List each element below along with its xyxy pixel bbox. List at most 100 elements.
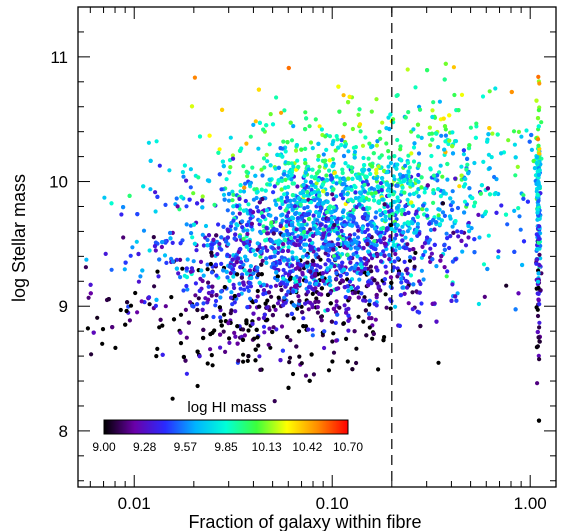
data-point <box>420 207 425 212</box>
data-point <box>436 145 441 150</box>
data-point <box>170 240 175 245</box>
data-point <box>369 281 374 286</box>
data-point <box>175 204 180 209</box>
data-point <box>322 329 327 334</box>
data-point <box>339 263 344 269</box>
data-point <box>306 167 311 172</box>
data-point <box>405 229 410 234</box>
data-point <box>341 236 346 242</box>
data-point <box>309 246 314 251</box>
data-point <box>231 282 236 287</box>
data-point <box>343 161 348 166</box>
data-point <box>352 329 357 334</box>
data-point <box>334 194 339 199</box>
data-point <box>297 354 302 359</box>
data-point <box>323 262 328 267</box>
data-point <box>241 327 246 332</box>
data-point <box>194 248 199 253</box>
data-point <box>160 352 165 357</box>
data-point <box>367 298 372 303</box>
data-point <box>148 158 153 163</box>
data-point <box>333 320 338 325</box>
data-point <box>307 216 312 222</box>
data-point <box>321 227 326 232</box>
data-point <box>146 140 151 145</box>
data-point <box>140 268 145 273</box>
data-point <box>215 252 220 257</box>
data-point <box>536 353 541 358</box>
data-point <box>119 212 124 217</box>
data-point <box>361 155 366 161</box>
data-point <box>431 217 436 223</box>
data-point <box>282 172 287 177</box>
colorbar-label: 9.85 <box>214 440 238 454</box>
data-point <box>377 238 382 243</box>
data-point <box>468 125 473 130</box>
data-point <box>299 361 304 366</box>
data-point <box>83 265 88 270</box>
data-point <box>185 287 190 292</box>
data-point <box>305 205 310 210</box>
data-point <box>226 321 231 326</box>
data-point <box>353 190 358 195</box>
data-point <box>168 236 173 241</box>
data-point <box>133 290 138 296</box>
data-point <box>311 220 316 225</box>
data-point <box>364 261 369 266</box>
data-point <box>425 183 430 188</box>
data-point <box>130 245 135 250</box>
data-point <box>518 227 523 232</box>
data-point <box>303 127 308 132</box>
data-point <box>382 277 387 282</box>
data-point <box>373 317 378 322</box>
data-point <box>412 264 417 269</box>
data-point <box>340 182 345 187</box>
data-point <box>392 154 397 159</box>
data-point <box>340 279 345 284</box>
data-point <box>288 269 293 274</box>
data-point <box>244 141 249 146</box>
data-point <box>221 224 226 229</box>
data-point <box>398 172 403 177</box>
x-tick-label: 0.01 <box>118 494 151 513</box>
data-point <box>316 157 321 162</box>
data-point <box>394 166 399 171</box>
data-point <box>521 193 526 198</box>
data-point <box>408 178 413 183</box>
plot-frame <box>77 6 557 488</box>
data-point <box>320 216 326 222</box>
data-point <box>536 237 542 242</box>
data-point <box>338 192 344 197</box>
data-point <box>450 224 455 229</box>
data-point <box>163 304 168 309</box>
data-point <box>95 315 100 320</box>
data-point <box>366 249 371 254</box>
data-point <box>408 273 414 278</box>
data-point <box>430 257 435 262</box>
data-point <box>285 313 290 318</box>
data-point <box>301 316 306 321</box>
data-point <box>374 292 379 298</box>
data-point <box>440 201 445 206</box>
data-point <box>221 268 226 273</box>
colorbar-label: 9.00 <box>92 440 116 454</box>
data-point <box>360 226 365 231</box>
data-point <box>382 168 387 174</box>
data-point <box>403 115 408 120</box>
data-point <box>392 259 397 264</box>
data-point <box>436 187 441 192</box>
data-point <box>315 263 320 268</box>
data-point <box>305 193 310 198</box>
data-point <box>313 117 318 122</box>
data-point <box>343 144 348 149</box>
data-point <box>381 249 386 254</box>
data-point <box>191 222 197 227</box>
data-point <box>344 240 349 246</box>
data-point <box>278 282 283 287</box>
data-point <box>290 215 295 220</box>
data-point <box>231 218 236 223</box>
data-point <box>429 131 435 136</box>
data-point <box>456 234 461 239</box>
data-point <box>203 223 209 229</box>
data-point <box>237 211 242 216</box>
